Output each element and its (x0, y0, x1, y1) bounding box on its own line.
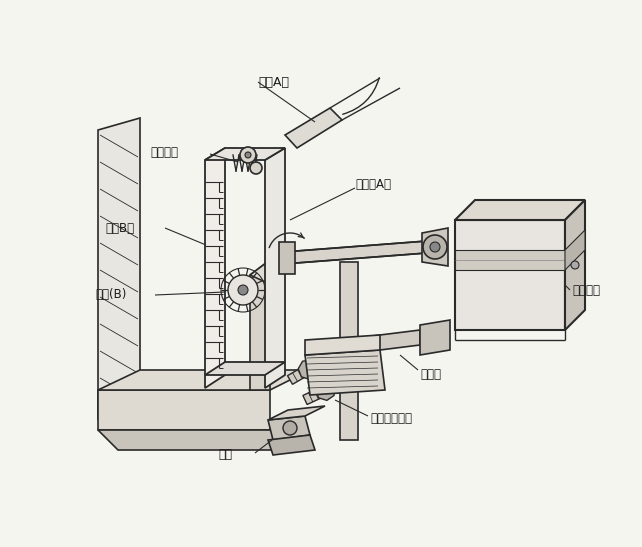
Polygon shape (268, 416, 310, 440)
Text: 缓冲杆: 缓冲杆 (420, 369, 441, 381)
Circle shape (245, 152, 251, 158)
Polygon shape (98, 370, 310, 390)
Polygon shape (268, 435, 315, 455)
Polygon shape (315, 381, 334, 400)
Circle shape (250, 162, 262, 174)
Polygon shape (422, 228, 448, 266)
Polygon shape (455, 220, 565, 330)
Polygon shape (340, 262, 358, 440)
Polygon shape (205, 362, 285, 375)
Polygon shape (299, 360, 318, 380)
Circle shape (240, 147, 256, 163)
Polygon shape (285, 108, 342, 148)
Polygon shape (205, 148, 285, 160)
Polygon shape (303, 364, 375, 405)
Circle shape (423, 235, 447, 259)
Polygon shape (340, 330, 420, 355)
Polygon shape (98, 430, 290, 450)
Polygon shape (279, 242, 295, 274)
Polygon shape (98, 390, 270, 430)
Polygon shape (205, 148, 225, 388)
Circle shape (571, 261, 579, 269)
Polygon shape (305, 335, 380, 355)
Polygon shape (265, 148, 285, 388)
Polygon shape (283, 240, 440, 264)
Polygon shape (288, 341, 353, 385)
Circle shape (430, 242, 440, 252)
Text: 缓冲弹簧: 缓冲弹簧 (150, 146, 178, 159)
Polygon shape (455, 200, 585, 220)
Text: 往复槽台: 往复槽台 (572, 283, 600, 296)
Polygon shape (268, 406, 325, 420)
Polygon shape (250, 260, 270, 390)
Text: 行程调节螺钉: 行程调节螺钉 (370, 411, 412, 424)
Polygon shape (420, 320, 450, 355)
Polygon shape (305, 350, 385, 395)
Polygon shape (565, 230, 585, 270)
Circle shape (283, 421, 297, 435)
Text: 齿轮(B): 齿轮(B) (95, 288, 126, 301)
Circle shape (238, 285, 248, 295)
Text: 齿轮（A）: 齿轮（A） (355, 178, 391, 191)
Polygon shape (98, 118, 140, 420)
Text: 挡块: 挡块 (218, 449, 232, 462)
Polygon shape (565, 200, 585, 330)
Polygon shape (250, 260, 290, 285)
Circle shape (228, 275, 258, 305)
Text: 杆（A）: 杆（A） (258, 75, 289, 89)
Text: 杆（B）: 杆（B） (105, 222, 134, 235)
Polygon shape (455, 250, 565, 270)
